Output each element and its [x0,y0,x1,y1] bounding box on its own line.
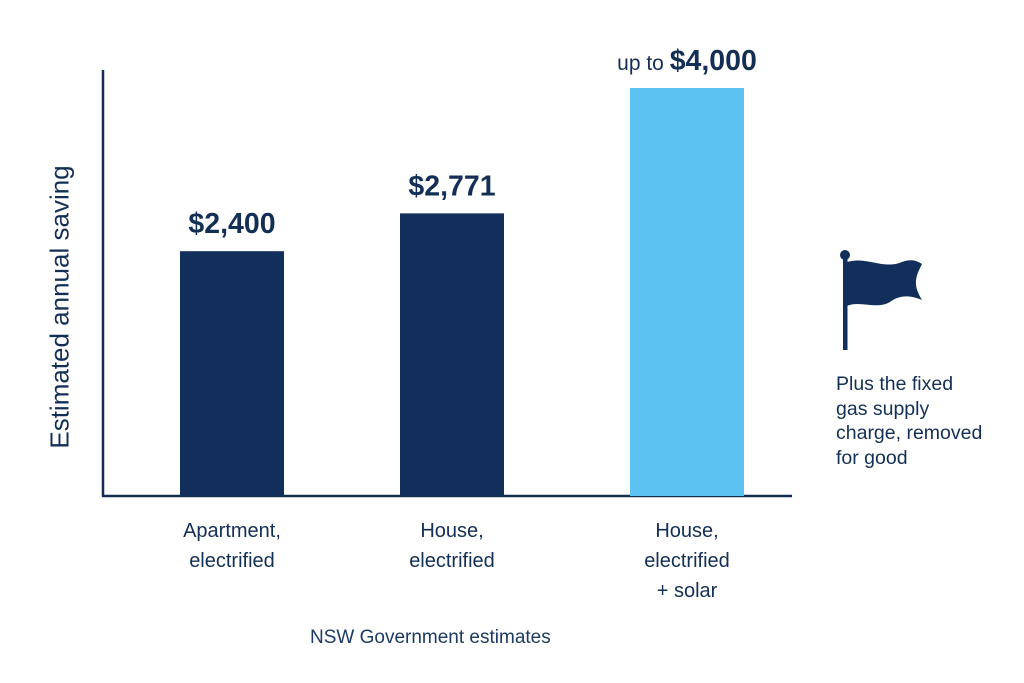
x-tick-label: + solar [657,580,718,602]
side-note-line: gas supply [836,397,930,420]
chart-labels: $2,400 Apartment, electrified $2,771 House, e… [183,45,757,602]
chart-bars [180,88,744,496]
bar [180,251,284,496]
x-tick-label: House, [655,520,718,542]
source-note: NSW Government estimates [310,627,551,648]
data-label: $2,771 [408,170,495,202]
side-note: Plus the fixed gas supply charge, remove… [836,372,1016,470]
data-label-value: $2,400 [188,208,275,240]
flag-icon [840,250,922,350]
x-tick-label: House, [420,520,483,542]
data-label: up to $4,000 [617,45,757,77]
data-label-value: $4,000 [670,45,757,77]
side-note-line: Plus the fixed [836,373,954,395]
x-tick-label: electrified [644,550,730,572]
x-tick-label: Apartment, [183,520,281,542]
data-label: $2,400 [188,208,275,240]
data-label-value: $2,771 [408,170,495,202]
x-tick-label: electrified [189,550,275,572]
bar [630,88,744,496]
x-tick-label: electrified [409,550,495,572]
y-axis-title-text: Estimated annual saving [44,165,75,449]
side-note-line: for good [836,446,908,469]
bar [400,213,504,496]
side-note-line: charge, removed [836,422,983,444]
data-label-prefix: up to [617,52,670,75]
